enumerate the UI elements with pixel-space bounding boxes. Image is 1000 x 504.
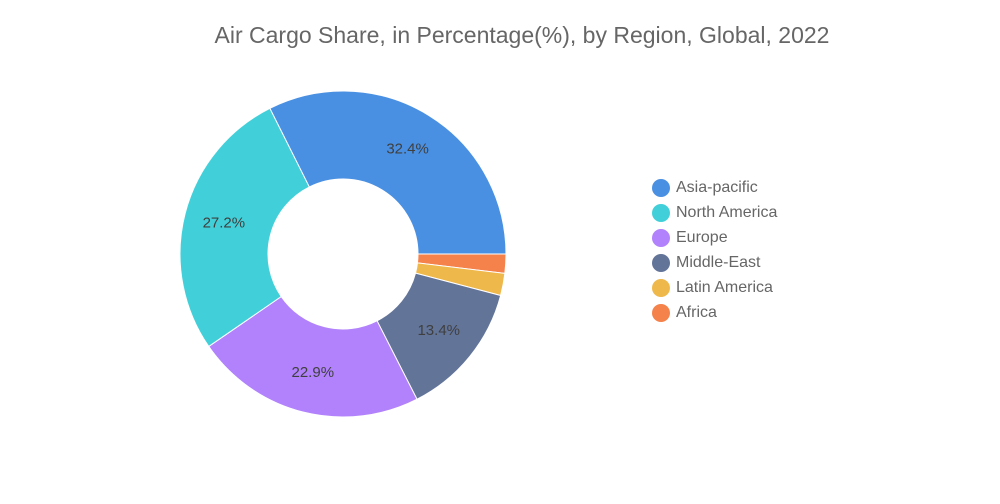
legend-label: Middle-East (676, 253, 761, 271)
legend-label: Asia-pacific (676, 178, 758, 196)
legend-label: Africa (676, 303, 717, 321)
legend-item-middle-east[interactable]: Middle-East (652, 250, 777, 275)
legend-swatch (652, 228, 670, 247)
legend-swatch (652, 178, 670, 197)
legend-item-latin-america[interactable]: Latin America (652, 275, 777, 300)
legend-item-asia-pacific[interactable]: Asia-pacific (652, 175, 777, 200)
legend-swatch (652, 203, 670, 222)
chart-title: Air Cargo Share, in Percentage(%), by Re… (214, 22, 830, 48)
legend-item-north-america[interactable]: North America (652, 200, 777, 225)
slice-north-america (179, 107, 311, 348)
slice-asia-pacific (269, 90, 507, 255)
data-label-middle-east: 13.4% (417, 322, 460, 339)
slice-europe (208, 295, 418, 418)
legend-label: North America (676, 203, 778, 221)
data-label-europe: 22.9% (292, 364, 335, 381)
legend-label: Europe (676, 228, 728, 246)
legend-swatch (652, 253, 670, 272)
legend-swatch (652, 303, 670, 322)
data-label-asia-pacific: 32.4% (386, 140, 429, 157)
legend-item-europe[interactable]: Europe (652, 225, 777, 250)
data-label-north-america: 27.2% (203, 214, 246, 231)
legend-item-africa[interactable]: Africa (652, 300, 777, 325)
legend-swatch (652, 278, 670, 297)
legend-label: Latin America (676, 278, 773, 296)
legend: Asia-pacific North America Europe Middle-Ea… (652, 175, 777, 325)
